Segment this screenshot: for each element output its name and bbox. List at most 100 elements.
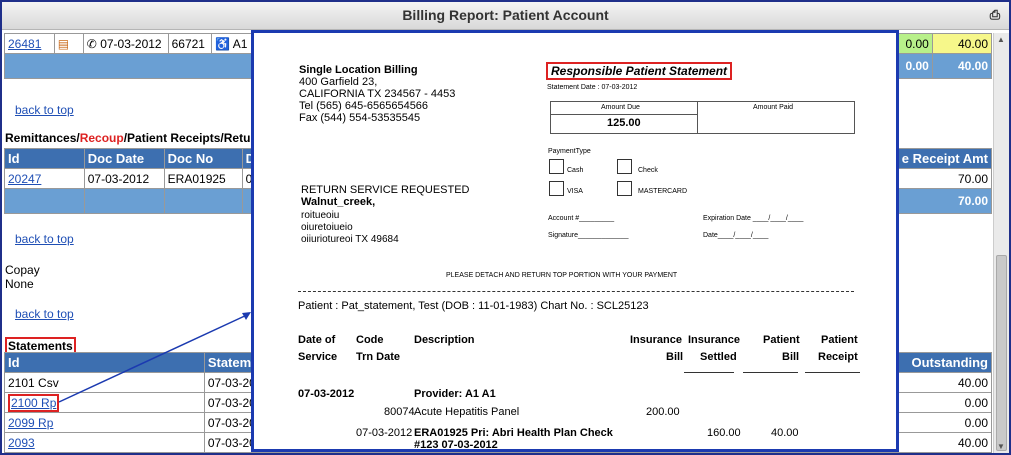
remit-total: 70.00 [897, 188, 993, 214]
vertical-scrollbar[interactable]: ▲ ▼ [993, 33, 1009, 453]
col-insurance-settled-2: Settled [700, 351, 737, 363]
visa-label: VISA [567, 188, 583, 195]
detach-line [298, 291, 854, 292]
account-field: Account #_________ [548, 215, 615, 222]
statement-preview: Single Location Billing 400 Garfield 23,… [251, 30, 899, 452]
page-title: Billing Report: Patient Account [402, 7, 609, 23]
remit-amt: 70.00 [897, 168, 993, 189]
era-line1: ERA01925 Pri: Abri Health Plan Check [414, 427, 613, 439]
col-trn-date: Trn Date [356, 351, 401, 363]
settled-value: 160.00 [707, 427, 741, 439]
scroll-down-icon[interactable]: ▼ [997, 442, 1005, 451]
cash-checkbox[interactable] [549, 159, 564, 174]
recipient-name: Walnut_creek, [301, 196, 376, 208]
provider-line: Provider: A1 A1 [414, 388, 496, 400]
remit-doc-no: ERA01925 [163, 168, 243, 189]
charge-id-link[interactable]: 26481 [8, 36, 42, 51]
practice-addr1: 400 Garfield 23, [299, 76, 378, 88]
col-doc-date: Doc Date [83, 148, 165, 169]
col-outstanding: Outstanding [893, 352, 992, 373]
amount-table: Amount Due Amount Paid 125.00 [550, 101, 855, 134]
practice-name: Single Location Billing [299, 64, 418, 76]
back-to-top-link[interactable]: back to top [15, 232, 74, 246]
col-code: Code [356, 334, 384, 346]
col-receipt-amt: e Receipt Amt [897, 148, 993, 169]
detach-notice: PLEASE DETACH AND RETURN TOP PORTION WIT… [446, 272, 678, 279]
scroll-thumb[interactable] [996, 255, 1007, 451]
era-line2: #123 07-03-2012 [414, 439, 498, 451]
remittances-section-title: Remittances/Recoup/Patient Receipts/Retu… [5, 131, 256, 145]
remit-id-link[interactable]: 20247 [8, 171, 42, 186]
col-patient-receipt-2: Receipt [818, 351, 858, 363]
total-right: 40.00 [931, 53, 993, 79]
col-patient-bill-1: Patient [763, 334, 800, 346]
amount-paid-label: Amount Paid [753, 104, 794, 111]
col-date-of: Date of [298, 334, 336, 346]
check-label: Check [638, 167, 658, 174]
col-doc-no: Doc No [163, 148, 243, 169]
statement-id: 2101 Csv [4, 372, 205, 393]
statement-link-2100[interactable]: 2100 Rp [8, 393, 60, 412]
visa-checkbox[interactable] [549, 181, 564, 196]
procedure-desc: Acute Hepatitis Panel [414, 406, 520, 418]
title-bar: Billing Report: Patient Account ⎙ [2, 2, 1009, 30]
printer-icon[interactable]: ⎙ [989, 7, 1001, 22]
statement-link-2099[interactable]: 2099 Rp [8, 415, 54, 430]
col-patient-bill-2: Bill [782, 351, 800, 363]
statement-outstanding: 40.00 [893, 432, 992, 453]
insurance-bill-value: 200.00 [646, 406, 680, 418]
col-service: Service [298, 351, 338, 363]
total-left: 0.00 [895, 53, 933, 79]
charge-code: 66721 [167, 33, 213, 54]
payment-type-label: PaymentType [548, 148, 591, 155]
patient-bill-value: 40.00 [771, 427, 799, 439]
balance-yellow: 40.00 [931, 33, 993, 54]
recipient-line3: oiiuriotureoi TX 49684 [301, 234, 399, 245]
col-insurance-bill-1: Insurance [630, 334, 682, 346]
copay-title: Copay [5, 263, 40, 277]
expiration-field: Expiration Date ____/____/____ [703, 215, 804, 222]
recipient-line2: oiuretoiueio [301, 222, 353, 233]
date-field: Date____/____/____ [703, 232, 769, 239]
provider-prefix: A1 [232, 36, 248, 51]
amount-due-value: 125.00 [607, 117, 641, 129]
patient-line: Patient : Pat_statement, Test (DOB : 11-… [298, 300, 649, 312]
practice-tel: Tel (565) 645-6565654566 [299, 100, 429, 112]
statement-outstanding: 0.00 [893, 412, 992, 433]
balance-green: 0.00 [895, 33, 933, 54]
col-id: Id [4, 148, 85, 169]
person-icon: ♿ [215, 36, 231, 51]
signature-field: Signature_____________ [548, 232, 629, 239]
service-date: 07-03-2012 [298, 388, 355, 400]
back-to-top-link[interactable]: back to top [15, 307, 74, 321]
statement-link-2093[interactable]: 2093 [8, 435, 35, 450]
practice-fax: Fax (544) 554-53535545 [299, 112, 421, 124]
col-id: Id [4, 352, 205, 373]
statement-outstanding: 40.00 [893, 372, 992, 393]
recipient-line1: roitueoiu [301, 210, 340, 221]
copay-value: None [5, 277, 34, 291]
procedure-code: 80074 [384, 406, 415, 418]
col-insurance-bill-2: Bill [666, 351, 684, 363]
charge-date: 07-03-2012 [100, 36, 162, 51]
amount-due-label: Amount Due [601, 104, 640, 111]
back-to-top-link[interactable]: back to top [15, 103, 74, 117]
remit-doc-date: 07-03-2012 [83, 168, 165, 189]
phone-icon[interactable]: ✆ [86, 36, 97, 51]
statement-date: Statement Date : 07-03-2012 [547, 84, 638, 91]
scroll-up-icon[interactable]: ▲ [997, 35, 1005, 44]
col-patient-receipt-1: Patient [821, 334, 858, 346]
col-insurance-settled-1: Insurance [688, 334, 740, 346]
practice-addr2: CALIFORNIA TX 234567 - 4453 [299, 88, 456, 100]
mastercard-label: MASTERCARD [638, 188, 688, 195]
cash-label: Cash [567, 167, 584, 174]
statement-heading: Responsible Patient Statement [546, 62, 733, 80]
note-icon[interactable]: ▤ [53, 33, 84, 54]
col-description: Description [414, 334, 475, 346]
era-trn-date: 07-03-2012 [356, 427, 413, 439]
mastercard-checkbox[interactable] [617, 181, 632, 196]
check-checkbox[interactable] [617, 159, 632, 174]
statement-outstanding: 0.00 [893, 392, 992, 413]
return-service: RETURN SERVICE REQUESTED [301, 184, 470, 196]
